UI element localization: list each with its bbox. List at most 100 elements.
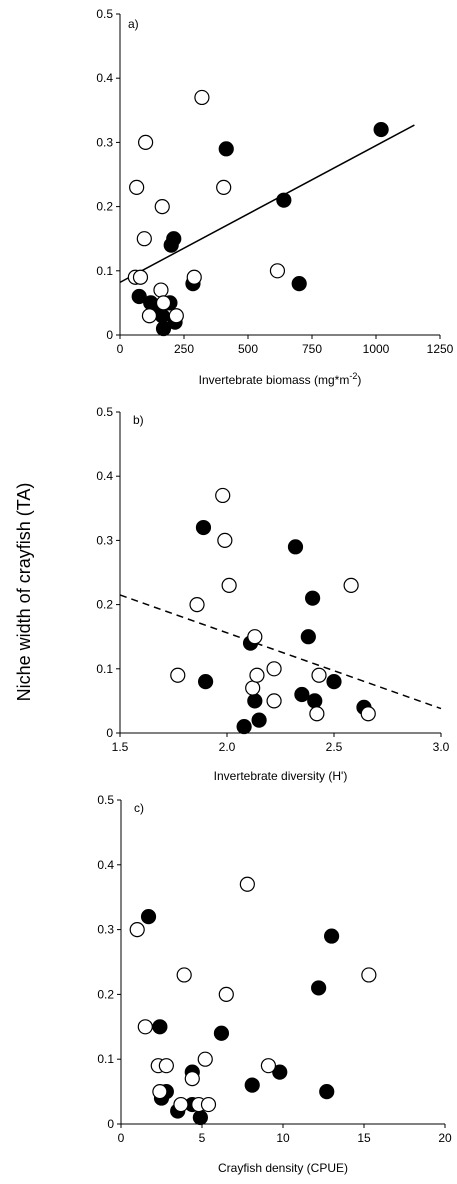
c-y-tick-label: 0.3 <box>97 923 114 937</box>
a-x-axis-label: Invertebrate biomass (mg*m-2) <box>199 371 362 387</box>
c-open-point <box>152 1083 168 1100</box>
c-y-tick-label: 0.4 <box>97 858 114 872</box>
b-y-tick-label: 0.2 <box>96 598 113 612</box>
b-open-point <box>343 577 359 593</box>
b-filled-point <box>326 674 342 690</box>
c-y-tick-label: 0.1 <box>97 1052 114 1066</box>
b-open-point <box>215 487 231 504</box>
b-open-point <box>266 661 282 677</box>
c-x-tick-label: 15 <box>357 1131 371 1145</box>
a-y-tick-label: 0.5 <box>96 7 113 21</box>
c-open-point <box>129 921 145 938</box>
panel-a: 0 0.1 0.2 0.3 0.4 0.5 0 250 500 750 1000 1250 a) Inve… <box>96 7 453 387</box>
a-x-tick-label: 1000 <box>363 342 390 356</box>
a-y-tick-label: 0.3 <box>96 135 113 149</box>
b-trend-line <box>119 594 442 710</box>
panel-b: 0 0.1 0.2 0.3 0.4 0.5 1.5 2.0 2.5 3.0 b) Invertebra… <box>96 405 449 783</box>
b-filled-point <box>198 674 214 690</box>
b-filled-point <box>251 712 267 728</box>
c-filled-point <box>311 980 327 996</box>
b-open-point <box>170 667 186 683</box>
a-open-point <box>141 308 158 324</box>
c-panel-label: c) <box>134 801 144 815</box>
a-open-point <box>168 308 184 324</box>
a-open-point <box>153 282 169 298</box>
a-y-tick-label: 0.4 <box>96 71 113 85</box>
c-open-point <box>176 967 192 983</box>
a-open-point <box>132 269 149 285</box>
c-open-point <box>184 1071 200 1087</box>
b-open-point <box>245 680 261 696</box>
b-y-tick-label: 0.1 <box>96 662 113 676</box>
a-open-point <box>129 179 145 195</box>
b-x-tick-label: 3.0 <box>433 740 450 754</box>
a-open-point <box>186 269 202 285</box>
c-open-point <box>361 967 377 983</box>
c-open-point <box>158 1058 174 1074</box>
b-filled-point <box>195 519 212 536</box>
b-filled-point <box>247 693 263 709</box>
b-x-tick-label: 2.5 <box>326 740 343 754</box>
a-x-tick-label: 250 <box>174 342 194 356</box>
c-open-point <box>218 986 234 1003</box>
a-x-tick-label: 750 <box>302 342 322 356</box>
b-open-point <box>311 667 327 683</box>
a-open-point <box>155 295 172 311</box>
c-x-tick-label: 0 <box>118 1131 125 1145</box>
c-x-tick-label: 5 <box>199 1131 206 1145</box>
b-filled-point <box>300 629 316 645</box>
b-x-axis-label: Invertebrate diversity (H') <box>214 769 348 783</box>
a-filled-point <box>373 121 389 138</box>
b-filled-point <box>305 590 321 606</box>
b-panel-label: b) <box>133 413 144 427</box>
b-y-tick-label: 0.5 <box>96 405 113 419</box>
a-open-point <box>216 179 232 195</box>
c-open-point <box>197 1051 213 1067</box>
c-open-point <box>137 1019 153 1035</box>
a-filled-point <box>155 320 172 337</box>
c-filled-point <box>324 928 340 944</box>
c-filled-point <box>272 1064 288 1080</box>
a-open-point <box>138 134 154 150</box>
b-filled-point <box>307 693 323 709</box>
c-filled-point <box>213 1025 230 1041</box>
c-filled-point <box>152 1019 168 1035</box>
panel-c: 0 0.1 0.2 0.3 0.4 0.5 0 5 10 15 20 c) Crayfish densi… <box>97 793 452 1175</box>
c-y-tick-label: 0 <box>107 1117 114 1131</box>
c-open-point <box>200 1096 217 1113</box>
c-x-axis-label: Crayfish density (CPUE) <box>218 1161 348 1175</box>
a-x-tick-label: 0 <box>117 342 124 356</box>
c-y-tick-label: 0.2 <box>97 987 114 1001</box>
a-y-tick-label: 0 <box>106 328 113 342</box>
a-filled-point <box>154 308 170 324</box>
a-trend-line <box>119 124 415 284</box>
a-panel-label: a) <box>128 17 139 31</box>
c-open-point <box>260 1058 277 1074</box>
c-filled-point <box>244 1077 260 1093</box>
b-filled-point <box>287 539 304 555</box>
a-x-axis-label-tail: ) <box>357 373 361 387</box>
a-x-axis-label-sup: -2 <box>349 371 357 381</box>
a-x-tick-label: 500 <box>238 342 258 356</box>
a-filled-point <box>291 276 307 292</box>
c-filled-point <box>140 909 157 925</box>
a-open-point <box>194 89 210 106</box>
b-open-point <box>189 596 205 613</box>
b-open-point <box>221 577 237 593</box>
b-x-tick-label: 2.0 <box>219 740 236 754</box>
a-open-point <box>269 263 286 279</box>
c-x-tick-label: 20 <box>438 1131 452 1145</box>
a-open-point <box>136 231 152 247</box>
b-open-point <box>217 532 233 549</box>
a-filled-point <box>166 231 182 247</box>
c-open-point <box>173 1096 189 1113</box>
a-x-tick-label: 1250 <box>427 342 454 356</box>
a-filled-point <box>218 141 234 157</box>
b-filled-point <box>294 686 310 703</box>
b-open-point <box>247 629 263 645</box>
y-axis-label: Niche width of crayfish (TA) <box>14 483 34 702</box>
b-open-point <box>309 706 325 722</box>
b-y-tick-label: 0.4 <box>96 469 113 483</box>
b-y-tick-label: 0.3 <box>96 533 113 547</box>
